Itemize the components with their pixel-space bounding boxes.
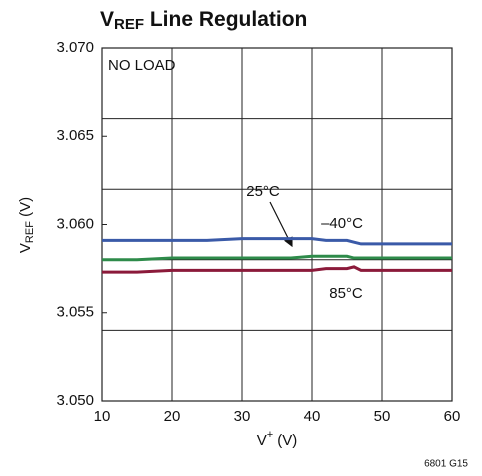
plot-frame <box>101 47 453 402</box>
x-tick-label: 30 <box>234 408 251 425</box>
annotation: 25°C <box>246 183 280 200</box>
series-line <box>102 237 452 246</box>
x-tick-label: 40 <box>304 408 321 425</box>
y-tick-label: 3.065 <box>56 127 94 144</box>
x-tick-label: 50 <box>374 408 391 425</box>
x-tick-label: 10 <box>94 408 111 425</box>
series-line <box>102 254 452 262</box>
x-tick-label: 60 <box>444 408 461 425</box>
annotation: –40°C <box>321 215 363 232</box>
chart-title: VREF Line Regulation <box>100 8 307 33</box>
x-tick-label: 20 <box>164 408 181 425</box>
y-tick-label: 3.055 <box>56 304 94 321</box>
y-tick-label: 3.060 <box>56 215 94 232</box>
annotation: 6801 G15 <box>424 459 468 470</box>
y-tick-label: 3.050 <box>56 392 94 409</box>
series-line <box>102 265 452 274</box>
annotation: 85°C <box>329 285 363 302</box>
y-tick-label: 3.070 <box>56 39 94 56</box>
x-axis-label: V+ (V) <box>257 429 298 449</box>
y-axis-label: VREF (V) <box>17 197 36 253</box>
annotation: NO LOAD <box>108 57 176 74</box>
